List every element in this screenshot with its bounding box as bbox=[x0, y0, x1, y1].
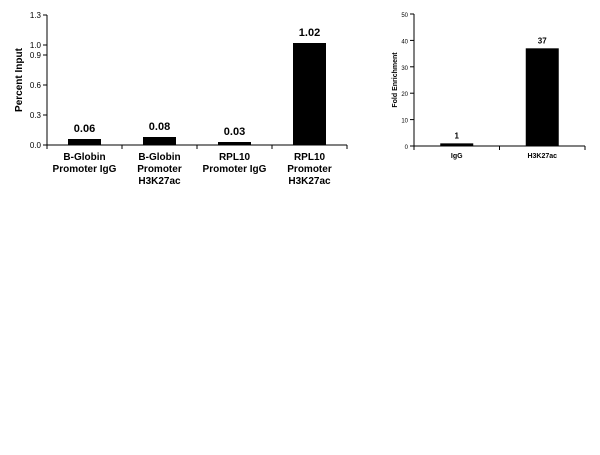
category-label: B-Globin bbox=[63, 152, 105, 163]
y-tick-label: 1.3 bbox=[30, 11, 42, 20]
y-axis-label: Percent Input bbox=[14, 47, 25, 112]
y-tick-label: 1.0 bbox=[30, 41, 42, 50]
category-label: Promoter bbox=[287, 164, 332, 175]
category-label: RPL10 bbox=[294, 152, 326, 163]
category-label: Promoter bbox=[137, 164, 182, 175]
y-tick-label: 20 bbox=[401, 92, 408, 98]
category-label: B-Globin bbox=[138, 152, 180, 163]
category-label: Promoter IgG bbox=[53, 164, 117, 175]
y-tick-label: 30 bbox=[401, 66, 408, 72]
y-tick-label: 40 bbox=[401, 39, 408, 45]
category-label: H3K27ac bbox=[138, 176, 181, 187]
bar bbox=[218, 142, 251, 145]
category-label: Promoter IgG bbox=[203, 164, 267, 175]
data-label: 0.06 bbox=[74, 123, 95, 135]
y-tick-label: 50 bbox=[401, 13, 408, 19]
category-label: RPL10 bbox=[219, 152, 251, 163]
category-label: H3K27ac bbox=[288, 176, 331, 187]
data-label: 1 bbox=[455, 131, 460, 140]
bar bbox=[143, 137, 176, 145]
y-tick-label: 0.6 bbox=[30, 81, 42, 90]
category-label: H3K27ac bbox=[527, 153, 557, 160]
y-tick-label: 0 bbox=[405, 145, 409, 151]
y-axis-label: Fold Enrichment bbox=[392, 52, 399, 108]
category-label: IgG bbox=[451, 153, 463, 160]
bar bbox=[293, 43, 326, 145]
data-label: 0.08 bbox=[149, 121, 170, 133]
y-tick-label: 10 bbox=[401, 119, 408, 125]
y-tick-label: 0.0 bbox=[30, 141, 42, 150]
data-label: 0.03 bbox=[224, 126, 245, 138]
data-label: 1.02 bbox=[299, 27, 320, 39]
bar bbox=[68, 139, 101, 145]
data-label: 37 bbox=[538, 36, 547, 45]
y-tick-label: 0.9 bbox=[30, 51, 42, 60]
chart-fold-enrichment: 0 10 20 30 40 50 Fold Enrichment 1 IgG 37 H3K27ac bbox=[392, 13, 586, 160]
y-tick-label: 0.3 bbox=[30, 111, 42, 120]
bar bbox=[525, 48, 559, 146]
chart-percent-input: 0.0 0.3 0.6 0.91.0 1.3 Percent Input 0.06 B-Glo… bbox=[14, 11, 348, 187]
bar bbox=[440, 143, 474, 146]
